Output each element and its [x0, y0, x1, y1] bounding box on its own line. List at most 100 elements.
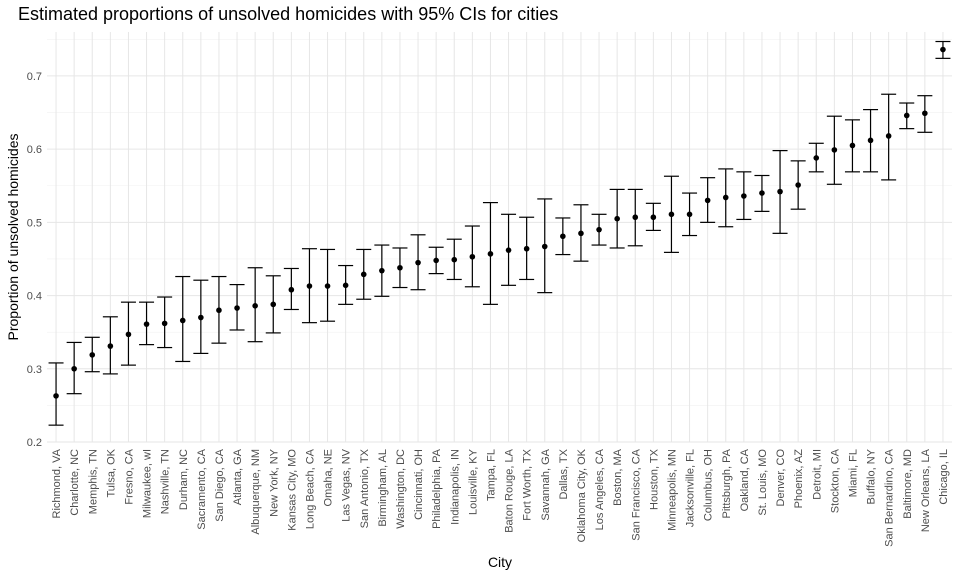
error-bars: [48, 40, 951, 426]
estimate-point: [867, 137, 874, 144]
x-tick-label: Los Angeles, CA: [594, 448, 606, 530]
estimate-point: [143, 321, 150, 327]
x-tick-label: Milwaukee, wI: [142, 449, 154, 518]
estimate-point: [71, 365, 77, 372]
estimate-point: [777, 188, 783, 195]
estimate-point: [795, 182, 801, 188]
x-tick-label: Long Beach, CA: [304, 448, 316, 529]
x-tick-label: San Bernardino, CA: [884, 448, 896, 546]
estimate-point: [179, 317, 186, 324]
x-tick-label: Baton Rouge, LA: [504, 448, 516, 532]
x-tick-label: Jacksonville, FL: [685, 449, 697, 527]
x-tick-label: Pittsburgh, PA: [721, 448, 733, 518]
chart-title: Estimated proportions of unsolved homici…: [18, 4, 558, 24]
x-tick-label: Indianapolis, IN: [449, 449, 461, 525]
y-tick-label: 0.5: [27, 217, 42, 229]
estimate-point: [523, 245, 530, 252]
major-gridlines: [47, 32, 952, 443]
x-tick-label: Savannah, GA: [540, 448, 552, 520]
estimate-point: [360, 271, 367, 278]
y-tick-label: 0.3: [27, 364, 42, 376]
x-tick-label: Oakland, CA: [739, 448, 751, 511]
estimate-point: [632, 214, 639, 221]
estimate-point: [451, 256, 458, 263]
estimate-point: [614, 215, 620, 222]
estimate-point: [270, 301, 277, 308]
x-tick-label: Sacramento, CA: [196, 448, 208, 529]
estimate-point: [469, 253, 476, 260]
x-axis-ticks: Richmond, VA Charlotte, NC Memphis, TN Tuls…: [51, 448, 950, 547]
estimate-point: [759, 190, 765, 196]
x-tick-label: Washington, DC: [395, 449, 407, 529]
x-tick-label: Stockton, CA: [829, 448, 841, 513]
x-tick-label: Tulsa, OK: [105, 448, 117, 497]
x-tick-label: Richmond, VA: [51, 448, 63, 518]
estimate-point: [415, 259, 421, 266]
estimate-point: [722, 194, 729, 201]
estimate-point: [505, 247, 512, 253]
estimate-point: [379, 267, 385, 274]
x-tick-label: Oklahoma City, OK: [576, 448, 588, 542]
estimate-point: [741, 193, 747, 199]
minor-gridlines: [47, 39, 952, 406]
x-tick-label: Fresno, CA: [123, 448, 135, 504]
estimate-point: [668, 211, 675, 218]
x-tick-label: Buffalo, NY: [866, 448, 878, 504]
x-tick-label: Miami, FL: [847, 449, 859, 497]
estimate-point: [849, 142, 856, 149]
estimate-point: [288, 286, 295, 293]
estimate-point: [397, 264, 403, 271]
estimate-point: [216, 307, 222, 314]
x-tick-label: Philadelphia, PA: [431, 448, 443, 529]
estimate-point: [342, 282, 349, 289]
x-tick-label: Boston, MA: [612, 448, 624, 506]
estimate-point: [324, 283, 331, 289]
x-tick-label: Cincinnati, OH: [413, 449, 425, 520]
x-tick-label: San Francisco, CA: [630, 448, 642, 540]
estimate-point: [940, 46, 946, 53]
estimate-point: [686, 211, 693, 218]
y-tick-label: 0.4: [27, 291, 42, 303]
x-tick-label: Dallas, TX: [558, 448, 570, 499]
estimate-point: [198, 314, 204, 321]
x-tick-label: San Diego, CA: [214, 448, 226, 521]
estimate-point: [89, 352, 96, 358]
x-tick-label: Columbus, OH: [703, 449, 715, 521]
x-axis-title: City: [488, 554, 512, 570]
estimate-point: [234, 305, 240, 311]
estimate-point: [125, 331, 132, 338]
estimate-point: [831, 147, 838, 153]
x-tick-label: Omaha, NE: [323, 449, 335, 506]
x-tick-label: Atlanta, GA: [232, 448, 244, 505]
y-tick-label: 0.7: [27, 71, 42, 83]
x-tick-label: Baltimore, MD: [902, 449, 914, 519]
estimate-point: [107, 343, 114, 349]
estimate-point: [306, 283, 313, 289]
x-tick-label: St. Louis, MO: [757, 449, 769, 516]
point-estimates: [53, 46, 946, 399]
estimate-point: [541, 243, 548, 250]
estimate-point: [560, 233, 566, 240]
x-tick-label: Minneapolis, MN: [666, 449, 678, 531]
estimate-point: [433, 257, 439, 264]
x-tick-label: Kansas City, MO: [286, 449, 298, 531]
estimate-point: [650, 214, 657, 221]
x-tick-label: Albuquerque, NM: [250, 449, 262, 535]
x-tick-label: New Orleans, LA: [920, 448, 932, 532]
estimate-point: [903, 112, 910, 119]
estimate-point: [578, 230, 584, 237]
x-tick-label: Houston, TX: [648, 448, 660, 510]
y-axis-title: Proportion of unsolved homicides: [5, 133, 21, 340]
x-tick-label: Detroit, MI: [811, 449, 823, 500]
estimate-point: [487, 251, 494, 257]
x-tick-label: Fort Worth, TX: [522, 448, 534, 520]
x-tick-label: Nashville, TN: [160, 449, 172, 514]
estimate-point: [53, 393, 59, 399]
x-tick-label: Durham, NC: [178, 449, 190, 510]
estimate-point: [922, 110, 928, 117]
y-axis-ticks: 0.2 0.3 0.4 0.5 0.6 0.7: [27, 71, 42, 449]
x-tick-label: Charlotte, NC: [69, 449, 81, 516]
y-tick-label: 0.6: [27, 144, 42, 156]
